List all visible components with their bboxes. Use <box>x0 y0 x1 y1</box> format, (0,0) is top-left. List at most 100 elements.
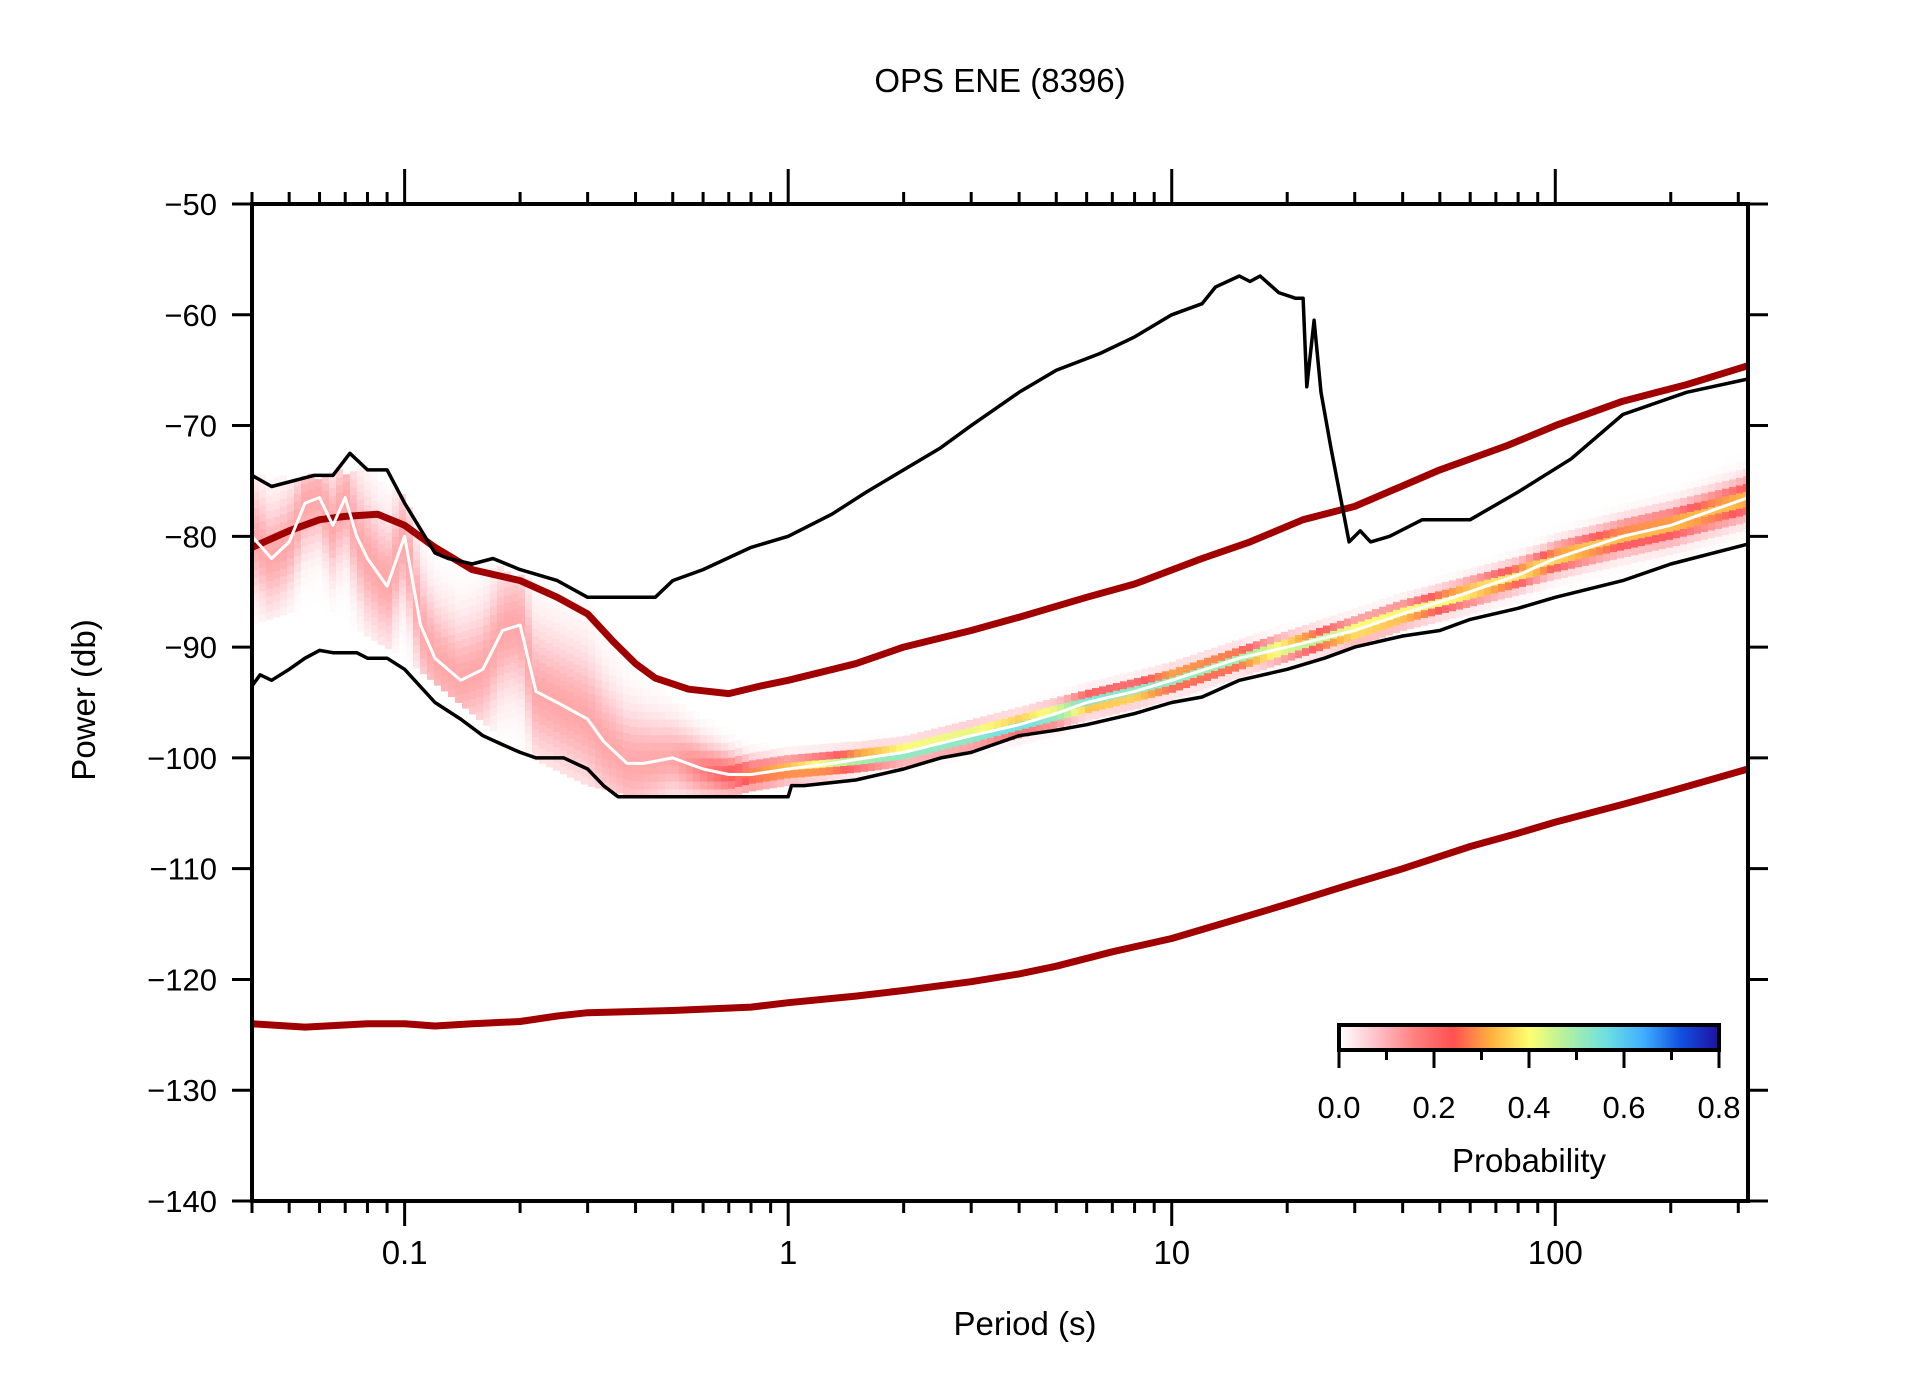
pdf-cell <box>490 668 497 678</box>
pdf-cell <box>679 742 686 751</box>
pdf-cell <box>1071 684 1078 694</box>
pdf-cell <box>357 468 364 477</box>
pdf-cell <box>476 641 483 651</box>
pdf-cell <box>329 549 336 559</box>
pdf-cell <box>406 514 413 524</box>
pdf-cell <box>1694 471 1701 480</box>
pdf-cell <box>784 770 791 779</box>
pdf-cell <box>1547 526 1554 535</box>
pdf-cell <box>1365 626 1372 635</box>
pdf-cell <box>378 551 385 560</box>
pdf-cell <box>1701 446 1708 455</box>
pdf-cell <box>1624 517 1631 526</box>
pdf-cell <box>476 603 483 612</box>
pdf-cell <box>322 591 329 600</box>
pdf-cell <box>1673 545 1680 554</box>
pdf-cell <box>861 732 868 741</box>
pdf-cell <box>973 748 980 758</box>
pdf-cell <box>273 516 280 525</box>
pdf-cell <box>532 690 539 699</box>
pdf-cell <box>1463 599 1470 608</box>
pdf-cell <box>392 590 399 599</box>
pdf-cell <box>392 606 399 615</box>
pdf-cell <box>1645 543 1652 553</box>
pdf-cell <box>1631 461 1638 471</box>
pdf-cell <box>1694 556 1701 565</box>
pdf-cell <box>1435 567 1442 576</box>
pdf-cell <box>1484 602 1491 611</box>
pdf-cell <box>896 728 903 737</box>
pdf-cell <box>980 700 987 709</box>
pdf-cell <box>616 738 623 747</box>
pdf-cell <box>336 492 343 501</box>
pdf-cell <box>630 726 637 735</box>
pdf-cell <box>1582 573 1589 582</box>
pdf-cell <box>1365 634 1372 643</box>
pdf-cell <box>1295 611 1302 620</box>
pdf-cell <box>1008 731 1015 741</box>
pdf-cell <box>588 608 595 617</box>
pdf-cell <box>1708 429 1715 438</box>
pdf-cell <box>1064 678 1071 688</box>
axes-layer: 0.1 1 10 100−50−60−70−80−90−100−110−120−130… <box>147 169 1768 1271</box>
pdf-cell <box>805 760 812 769</box>
pdf-cell <box>1596 523 1603 532</box>
pdf-cell <box>1015 691 1022 700</box>
pdf-cell <box>1498 568 1505 577</box>
pdf-cell <box>1316 611 1323 621</box>
pdf-cell <box>336 601 343 610</box>
pdf-cell <box>623 740 630 749</box>
pdf-cell <box>1036 701 1043 710</box>
pdf-cell <box>1554 501 1561 510</box>
pdf-cell <box>602 719 609 729</box>
pdf-cell <box>1638 537 1645 546</box>
pdf-cell <box>539 732 546 741</box>
pdf-cell <box>1155 656 1162 666</box>
pdf-cell <box>1589 486 1596 495</box>
pdf-cell <box>784 762 791 771</box>
pdf-cell <box>1211 670 1218 679</box>
pdf-cell <box>1400 568 1407 577</box>
pdf-cell <box>602 712 609 721</box>
pdf-cell <box>392 613 399 623</box>
pdf-cell <box>1715 412 1722 421</box>
pdf-cell <box>1736 423 1743 432</box>
pdf-cell <box>1211 639 1218 648</box>
pdf-cell <box>483 639 490 649</box>
pdf-cell <box>1330 645 1337 655</box>
pdf-cell <box>1134 661 1141 671</box>
pdf-cell <box>924 753 931 762</box>
pdf-cell <box>280 498 287 507</box>
pdf-cell <box>518 675 525 684</box>
pdf-cell <box>1694 455 1701 464</box>
pdf-cell <box>924 737 931 746</box>
pdf-cell <box>1064 717 1071 726</box>
pdf-cell <box>1218 637 1225 646</box>
pdf-cell <box>357 491 364 500</box>
pdf-cell <box>959 729 966 738</box>
pdf-cell <box>630 664 637 673</box>
pdf-cell <box>1449 595 1456 604</box>
pdf-cell <box>280 575 287 585</box>
pdf-cell <box>595 656 602 665</box>
pdf-cell <box>630 679 637 689</box>
pdf-cell <box>1428 615 1435 625</box>
pdf-cell <box>686 711 693 720</box>
pdf-cell <box>1603 522 1610 531</box>
pdf-cell <box>434 592 441 601</box>
pdf-cell <box>259 598 266 607</box>
x-axis-label: Period (s) <box>953 1305 1096 1342</box>
pdf-cell <box>378 605 385 614</box>
pdf-cell <box>1498 583 1505 592</box>
pdf-cell <box>350 564 357 573</box>
pdf-cell <box>497 658 504 668</box>
y-tick-label: −70 <box>164 409 217 444</box>
pdf-cell <box>1477 549 1484 559</box>
pdf-cell <box>1491 546 1498 555</box>
pdf-cell <box>532 674 539 683</box>
pdf-cell <box>511 647 518 656</box>
pdf-cell <box>1316 596 1323 605</box>
pdf-cell <box>1092 664 1099 673</box>
pdf-cell <box>826 751 833 760</box>
pdf-cell <box>1652 526 1659 536</box>
